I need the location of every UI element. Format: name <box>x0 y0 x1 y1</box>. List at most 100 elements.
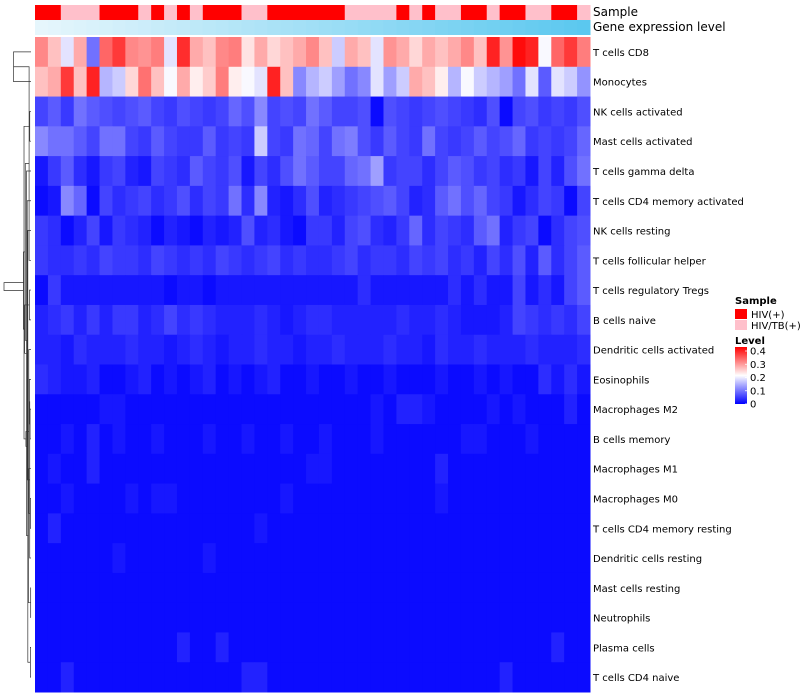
expression-annotation-cell <box>525 20 539 35</box>
heatmap-cell <box>35 424 49 455</box>
heatmap-cell <box>512 37 526 68</box>
heatmap-cell <box>138 453 152 485</box>
heatmap-cell <box>35 126 49 157</box>
heatmap-cell <box>241 453 255 485</box>
sample-annotation-cell <box>60 5 75 20</box>
sample-annotation-cell <box>241 5 255 20</box>
heatmap-cell <box>396 96 410 127</box>
heatmap-cell <box>47 96 62 127</box>
heatmap-cell <box>525 275 539 306</box>
heatmap-cell <box>370 37 384 68</box>
heatmap-cell <box>473 185 488 217</box>
heatmap-cell <box>460 543 475 574</box>
heatmap-cell <box>215 66 230 98</box>
legend-level-colorbar <box>735 347 747 404</box>
heatmap-cell <box>228 364 243 395</box>
heatmap-cell <box>164 96 178 127</box>
heatmap-cell <box>344 304 359 336</box>
heatmap-cell <box>151 215 165 246</box>
heatmap-cell <box>435 483 449 514</box>
heatmap-cell <box>60 572 75 604</box>
heatmap-cell <box>409 602 423 633</box>
heatmap-cell <box>538 543 552 574</box>
heatmap-cell <box>241 543 255 574</box>
heatmap-cell <box>538 632 552 663</box>
heatmap-cell <box>422 37 436 68</box>
heatmap-cell <box>47 632 62 663</box>
heatmap-cell <box>525 185 539 217</box>
heatmap-cell <box>331 156 346 187</box>
heatmap-cell <box>538 364 552 395</box>
heatmap-cell <box>241 424 255 455</box>
heatmap-cell <box>112 424 126 455</box>
heatmap-cell <box>564 304 578 336</box>
expression-annotation-cell <box>202 20 217 35</box>
heatmap-cell <box>564 275 578 306</box>
row-label: T cells follicular helper <box>592 256 707 267</box>
heatmap-cell <box>460 334 475 365</box>
heatmap-cell <box>267 96 281 127</box>
heatmap-cell <box>73 215 88 246</box>
heatmap-cell <box>86 37 101 68</box>
heatmap-cell <box>202 602 217 633</box>
heatmap-cell <box>60 96 75 127</box>
heatmap-cell <box>383 334 397 365</box>
heatmap-cell <box>99 632 113 663</box>
heatmap-cell <box>499 275 514 306</box>
heatmap-cell <box>125 364 139 395</box>
heatmap-cell <box>409 572 423 604</box>
row-label: Macrophages M2 <box>593 405 678 416</box>
sample-annotation-cell <box>254 5 268 20</box>
heatmap-cell <box>125 185 139 217</box>
heatmap-cell <box>241 483 255 514</box>
heatmap-cell <box>73 632 88 663</box>
heatmap-cell <box>60 543 75 574</box>
legend-tick-label: 0.1 <box>750 386 766 397</box>
row-label: Dendritic cells activated <box>593 346 714 357</box>
heatmap-cell <box>486 37 501 68</box>
heatmap-cell <box>176 126 191 157</box>
expression-annotation-cell <box>99 20 113 35</box>
heatmap-cell <box>383 37 397 68</box>
heatmap-cell <box>241 513 255 544</box>
heatmap-cell <box>486 96 501 127</box>
heatmap-cell <box>486 304 501 336</box>
heatmap-cell <box>396 513 410 544</box>
heatmap-cell <box>112 543 126 574</box>
heatmap-cell <box>112 394 126 425</box>
heatmap-cell <box>125 334 139 365</box>
heatmap-cell <box>189 245 204 276</box>
heatmap-cell <box>383 96 397 127</box>
heatmap-cell <box>486 394 501 425</box>
heatmap-cell <box>512 275 526 306</box>
heatmap-cell <box>499 483 514 514</box>
heatmap-cell <box>525 245 539 276</box>
heatmap-cell <box>473 215 488 246</box>
heatmap-cell <box>422 632 436 663</box>
heatmap-cell <box>254 215 268 246</box>
heatmap-cell <box>138 572 152 604</box>
heatmap-cell <box>202 632 217 663</box>
row-label: Dendritic cells resting <box>593 554 702 565</box>
heatmap-cell <box>151 364 165 395</box>
heatmap-cell <box>241 66 255 98</box>
heatmap-cell <box>435 662 449 693</box>
heatmap-cell <box>99 424 113 455</box>
heatmap-cell <box>112 453 126 485</box>
heatmap-cell <box>357 364 372 395</box>
heatmap-cell <box>318 513 333 544</box>
heatmap-cell <box>176 602 191 633</box>
heatmap-cell <box>499 453 514 485</box>
heatmap-cell <box>47 215 62 246</box>
heatmap-cell <box>370 513 384 544</box>
heatmap-cell <box>499 543 514 574</box>
heatmap-cell <box>215 37 230 68</box>
heatmap-cell <box>189 572 204 604</box>
heatmap-cell <box>396 483 410 514</box>
heatmap-cell <box>422 662 436 693</box>
sample-annotation-cell <box>383 5 397 20</box>
heatmap-cell <box>318 215 333 246</box>
heatmap-cell <box>370 275 384 306</box>
heatmap-cell <box>525 453 539 485</box>
heatmap-cell <box>176 364 191 395</box>
